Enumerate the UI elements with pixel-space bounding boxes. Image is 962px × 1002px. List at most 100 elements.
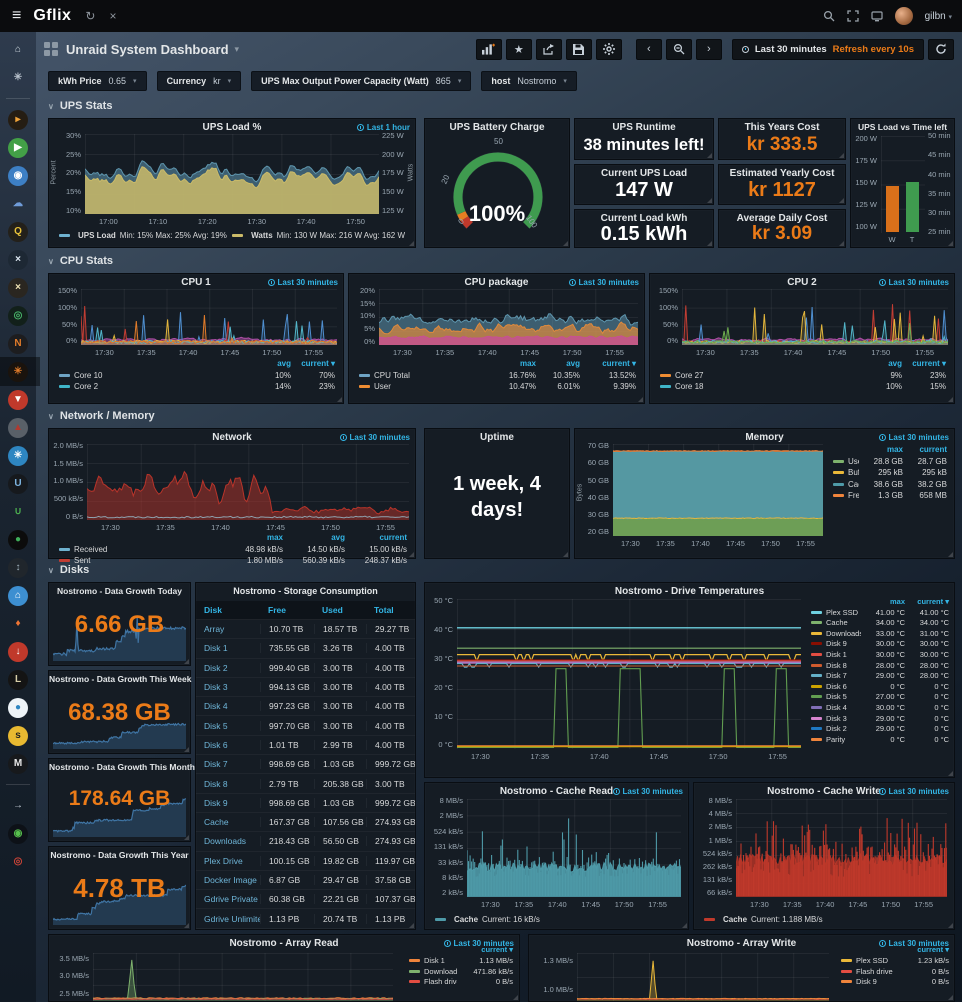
legend-item[interactable]: Disk 3 29.00 °C 0 °C [811, 714, 949, 723]
legend-item[interactable]: Disk 9 30.00 °C 30.00 °C [811, 639, 949, 648]
panel-memory[interactable]: Memory Last 30 minutes Bytes 70 GB 60 GB 5… [574, 428, 955, 559]
panel-time-range[interactable]: Last 30 minutes [878, 278, 949, 287]
panel-array-write[interactable]: Nostromo - Array Write Last 30 minutes 1… [528, 934, 955, 1002]
close-tab-icon[interactable]: × [109, 9, 117, 23]
user-avatar[interactable] [894, 7, 913, 25]
disk-link[interactable]: Disk 8 [204, 778, 228, 789]
disk-link[interactable]: Cache [204, 817, 229, 828]
ups-load-chart[interactable] [85, 134, 379, 214]
dashboard-grid-icon[interactable] [44, 42, 58, 56]
variable-dropdown[interactable]: host Nostromo ▾ [481, 71, 577, 91]
disk-link[interactable]: Docker Image [204, 875, 257, 885]
panel-ups-load-vs-time-left[interactable]: UPS Load vs Time left 200 W 175 W 150 W 125… [850, 118, 955, 248]
legend-item[interactable]: Disk 7 29.00 °C 28.00 °C [811, 671, 949, 680]
disk-link[interactable]: Disk 2 [204, 662, 228, 673]
sidebar-app-item[interactable]: U [0, 473, 36, 494]
fullscreen-icon[interactable] [846, 10, 859, 22]
panel-average-daily-cost[interactable]: Average Daily Cost kr 3.09 [718, 209, 846, 248]
dashboard-title-caret-icon[interactable]: ▾ [234, 43, 240, 54]
legend-item[interactable]: Disk 2 29.00 °C 0 °C [811, 724, 949, 733]
sidebar-app-item[interactable]: L [0, 669, 36, 690]
legend-item[interactable]: Plex SSD 1.23 kB/s [841, 956, 949, 965]
panel-cpu-package[interactable]: CPU package Last 30 minutes 20% 15% 10% 5% 0… [348, 273, 645, 404]
variable-dropdown[interactable]: Currency kr ▾ [156, 71, 242, 91]
panel-time-range[interactable]: Last 1 hour [356, 123, 410, 132]
disk-link[interactable]: Disk 1 [204, 643, 228, 654]
panel-time-range[interactable]: Last 30 minutes [878, 433, 949, 442]
hamburger-menu-icon[interactable]: ≡ [12, 7, 22, 24]
sidebar-app-item[interactable]: ▲ [0, 417, 36, 438]
search-icon[interactable] [823, 10, 835, 22]
panel-cpu-1[interactable]: CPU 1 Last 30 minutes 150% 100% 50% 0% 17:3… [48, 273, 344, 404]
sidebar-app-item[interactable]: N [0, 333, 36, 354]
watts-bar[interactable] [886, 186, 899, 232]
variable-dropdown[interactable]: kWh Price 0.65 ▾ [48, 71, 147, 91]
legend-item[interactable]: User 10.47% 6.01% 9.39% [359, 382, 636, 391]
array-read-chart[interactable] [93, 953, 393, 1001]
panel-time-range[interactable]: Last 30 minutes [267, 278, 338, 287]
sidebar-app-item[interactable]: ▸ [0, 109, 36, 130]
legend-item[interactable]: Core 10 10% 70% [59, 371, 335, 380]
sidebar-app-item[interactable]: ∪ [0, 501, 36, 522]
legend-item[interactable]: UPS Load Min: 15% Max: 25% Avg: 19% [59, 231, 227, 240]
dashboard-title[interactable]: Unraid System Dashboard [66, 41, 229, 57]
add-panel-button[interactable] [475, 38, 502, 60]
sidebar-app-item[interactable]: ✳ [0, 67, 36, 88]
sidebar-app-item[interactable]: ▶ [0, 137, 36, 158]
sidebar-app-item[interactable]: ✳ [0, 361, 36, 382]
array-write-chart[interactable] [577, 953, 829, 1001]
save-dashboard-button[interactable] [565, 38, 592, 60]
sidebar-app-item[interactable] [6, 784, 30, 785]
sidebar-app-item[interactable]: → [0, 795, 36, 816]
storage-table-header[interactable]: Disk Free Used Total [196, 601, 415, 620]
sidebar-app-item[interactable]: ◉ [0, 823, 36, 844]
sidebar-app-item[interactable]: ↓ [0, 641, 36, 662]
disk-link[interactable]: Array [204, 624, 225, 635]
disk-link[interactable]: Disk 7 [204, 759, 228, 770]
cpu-package-chart[interactable] [379, 289, 638, 345]
disk-link[interactable]: Disk 4 [204, 701, 228, 712]
disk-link[interactable]: Gdrive Private [204, 894, 258, 905]
legend-item[interactable]: Disk 1 30.00 °C 30.00 °C [811, 650, 949, 659]
section-cpu-stats[interactable]: ∨ CPU Stats [48, 255, 114, 267]
panel-time-range[interactable]: Last 30 minutes [612, 787, 683, 796]
sidebar-app-item[interactable]: × [0, 277, 36, 298]
time-forward-button[interactable]: › [695, 38, 722, 60]
ups-bar-chart[interactable] [881, 136, 925, 233]
panel-cpu-2[interactable]: CPU 2 Last 30 minutes 150% 100% 50% 0% 17:3… [649, 273, 955, 404]
legend-item[interactable]: Cache Current: 1.188 MB/s [704, 915, 823, 924]
sidebar-app-item[interactable]: ✳ [0, 445, 36, 466]
section-disks[interactable]: ∨ Disks [48, 564, 90, 576]
disk-link[interactable]: Disk 3 [204, 682, 228, 693]
cpu2-chart[interactable] [682, 289, 948, 345]
cpu1-chart[interactable] [81, 289, 337, 345]
star-dashboard-button[interactable]: ★ [505, 38, 532, 60]
sidebar-app-item[interactable]: ♦ [0, 613, 36, 634]
panel-current-ups-load[interactable]: Current UPS Load 147 W [574, 164, 714, 205]
panel-time-range[interactable]: Last 30 minutes [878, 939, 949, 948]
panel-time-range[interactable]: Last 30 minutes [878, 787, 949, 796]
legend-item[interactable]: Downloads 33.00 °C 31.00 °C [811, 629, 949, 638]
sidebar-app-item[interactable]: ▼ [0, 389, 36, 410]
sidebar-app-item[interactable]: ⌂ [0, 39, 36, 60]
sidebar-app-item[interactable]: M [0, 753, 36, 774]
cast-icon[interactable] [870, 10, 883, 22]
sidebar-app-item[interactable]: ● [0, 529, 36, 550]
zoom-out-button[interactable] [665, 38, 692, 60]
variable-dropdown[interactable]: UPS Max Output Power Capacity (Watt) 865… [251, 71, 472, 91]
legend-item[interactable]: Plex SSD 41.00 °C 41.00 °C [811, 608, 949, 617]
sidebar-app-item[interactable]: ◉ [0, 165, 36, 186]
panel-uptime[interactable]: Uptime 1 week, 4 days! [424, 428, 570, 559]
legend-item[interactable]: Cache 34.00 °C 34.00 °C [811, 618, 949, 627]
legend-item[interactable]: Parity 0 °C 0 °C [811, 735, 949, 744]
drive-temps-chart[interactable] [457, 599, 801, 749]
legend-item[interactable]: Sent 1.80 MB/s 560.39 kB/s 248.37 kB/s [59, 556, 407, 565]
sidebar-app-item[interactable]: ☁ [0, 193, 36, 214]
panel-data-growth-year[interactable]: Nostromo - Data Growth This Year 4.78 TB [48, 846, 191, 930]
